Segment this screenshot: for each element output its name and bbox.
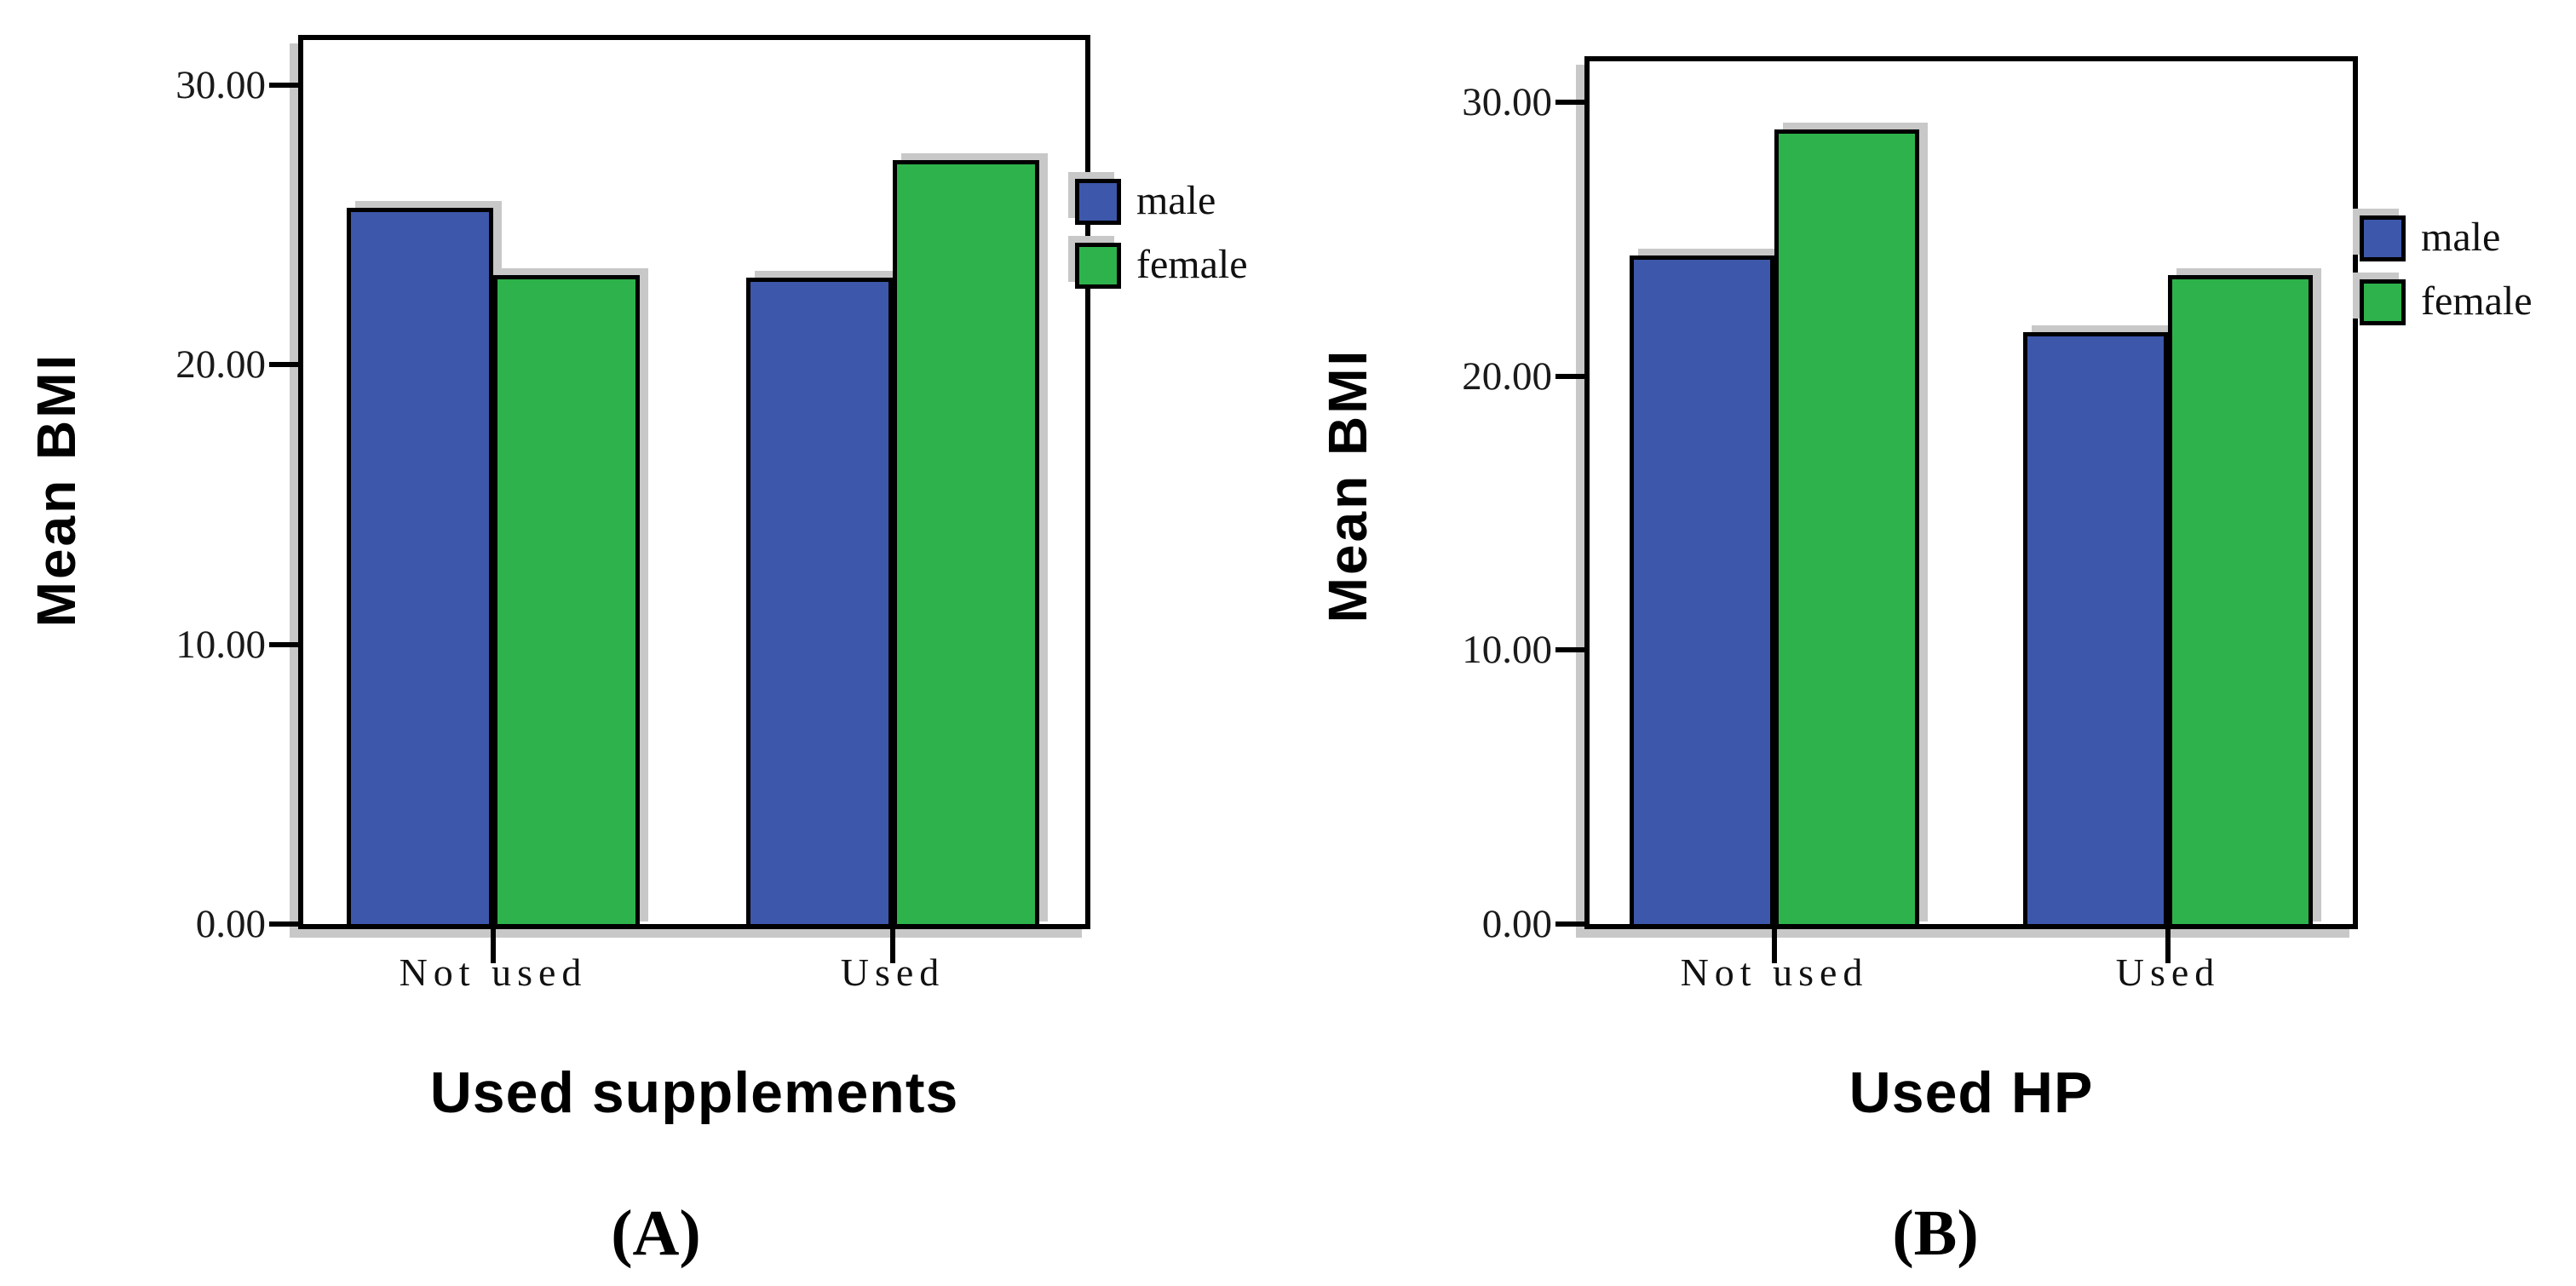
bar-female-not-used <box>1774 129 1919 928</box>
bar-male-not-used <box>347 208 493 928</box>
y-tick-10 <box>269 641 303 647</box>
x-tick-used <box>890 927 895 963</box>
y-tick-10 <box>1555 647 1590 653</box>
category-label-used: Used <box>2115 950 2221 994</box>
legend-swatch-male <box>1075 179 1121 225</box>
bar-female-not-used <box>493 274 640 928</box>
legend-label-male: male <box>1136 178 1216 223</box>
y-tick-0 <box>269 921 303 927</box>
y-tick-30 <box>269 82 303 88</box>
legend-swatch-female <box>2360 279 2406 325</box>
y-tick-label: 0.00 <box>1481 902 1552 946</box>
bar-male-used <box>2023 332 2168 928</box>
bar-female-used <box>2168 274 2313 928</box>
y-tick-20 <box>269 362 303 368</box>
legend-label-female: female <box>1136 242 1248 287</box>
panel-caption-b: (B) <box>1892 1197 1979 1269</box>
x-tick-not-used <box>1772 927 1777 963</box>
legend-label-male: male <box>2421 215 2501 260</box>
y-tick-0 <box>1555 921 1590 927</box>
y-tick-label: 30.00 <box>1462 80 1552 125</box>
bar-male-not-used <box>1630 255 1774 928</box>
y-tick-label: 0.00 <box>195 902 266 946</box>
category-label-not-used: Not used <box>399 950 588 994</box>
category-label-not-used: Not used <box>1680 950 1869 994</box>
x-axis-title: Used HP <box>1849 1060 2094 1125</box>
y-tick-label: 10.00 <box>175 622 266 667</box>
bar-female-used <box>893 160 1039 928</box>
legend-label-female: female <box>2421 278 2533 324</box>
y-tick-label: 20.00 <box>1462 353 1552 399</box>
y-tick-label: 20.00 <box>175 342 266 388</box>
y-axis-title: Mean BMI <box>1317 347 1378 623</box>
y-tick-30 <box>1555 100 1590 106</box>
bar-male-used <box>746 278 893 928</box>
x-tick-used <box>2165 927 2171 963</box>
legend-swatch-female <box>1075 243 1121 289</box>
x-axis-title: Used supplements <box>429 1060 959 1125</box>
legend-swatch-male <box>2360 215 2406 261</box>
panel-caption-a: (A) <box>611 1197 701 1269</box>
x-tick-not-used <box>491 927 496 963</box>
y-tick-20 <box>1555 373 1590 379</box>
y-tick-label: 10.00 <box>1462 628 1552 673</box>
y-tick-label: 30.00 <box>175 62 266 107</box>
category-label-used: Used <box>840 950 946 994</box>
